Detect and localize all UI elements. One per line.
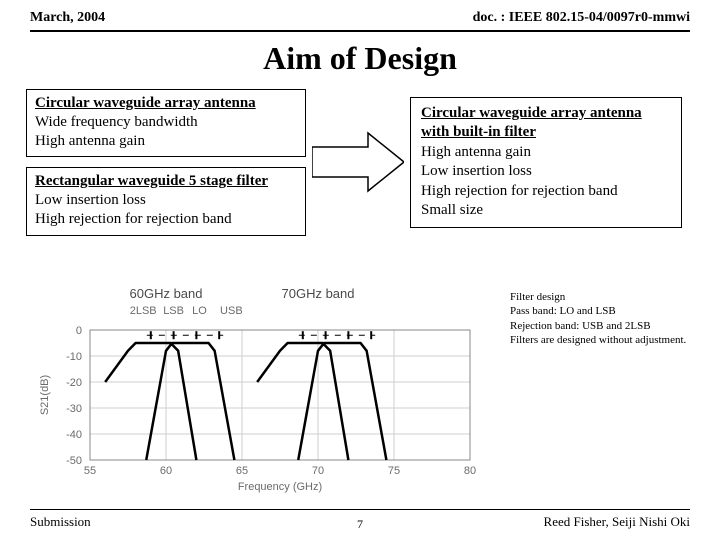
svg-text:-20: -20 (66, 377, 82, 389)
svg-text:75: 75 (388, 465, 400, 477)
svg-text:2LSB: 2LSB (130, 305, 157, 317)
header-date: March, 2004 (30, 10, 105, 26)
box-antenna-heading: Circular waveguide array antenna (35, 94, 297, 113)
svg-text:-30: -30 (66, 403, 82, 415)
svg-text:60GHz band: 60GHz band (130, 286, 203, 301)
box-combined-line1: High antenna gain (421, 143, 671, 163)
footer-right: Reed Fisher, Seiji Nishi Oki (544, 514, 690, 530)
svg-text:55: 55 (84, 465, 96, 477)
svg-text:0: 0 (76, 325, 82, 337)
svg-text:60: 60 (160, 465, 172, 477)
svg-text:-50: -50 (66, 455, 82, 467)
svg-text:65: 65 (236, 465, 248, 477)
box-combined-line3: High rejection for rejection band (421, 182, 671, 202)
svg-text:LSB: LSB (163, 305, 184, 317)
svg-text:-40: -40 (66, 429, 82, 441)
svg-text:LO: LO (192, 305, 207, 317)
svg-text:Frequency (GHz): Frequency (GHz) (238, 481, 322, 493)
svg-text:70GHz band: 70GHz band (282, 286, 355, 301)
box-antenna-line2: High antenna gain (35, 132, 297, 151)
box-combined-heading: Circular waveguide array antenna with bu… (421, 104, 671, 143)
box-filter-line2: High rejection for rejection band (35, 210, 297, 229)
page-number: 7 (357, 517, 363, 532)
page-title: Aim of Design (0, 40, 720, 77)
left-column: Circular waveguide array antenna Wide fr… (26, 89, 306, 236)
box-combined-line2: Low insertion loss (421, 162, 671, 182)
chart: 0 -10 -20 -30 -40 -5055 60 65 70 75 80 S21(dB) Frequ… (30, 280, 690, 490)
header-rule (30, 30, 690, 32)
svg-text:70: 70 (312, 465, 324, 477)
box-antenna-line1: Wide frequency bandwidth (35, 113, 297, 132)
arrow-icon (312, 133, 404, 191)
content-row: Circular waveguide array antenna Wide fr… (0, 89, 720, 236)
arrow (312, 127, 404, 197)
svg-text:80: 80 (464, 465, 476, 477)
box-combined-line4: Small size (421, 201, 671, 221)
footer-rule (30, 509, 690, 510)
box-combined: Circular waveguide array antenna with bu… (410, 97, 682, 228)
svg-text:USB: USB (220, 305, 243, 317)
footer-left: Submission (30, 514, 91, 530)
box-filter-line1: Low insertion loss (35, 191, 297, 210)
header-doc: doc. : IEEE 802.15-04/0097r0-mmwi (473, 10, 690, 26)
svg-text:-10: -10 (66, 351, 82, 363)
box-filter: Rectangular waveguide 5 stage filter Low… (26, 167, 306, 235)
box-antenna: Circular waveguide array antenna Wide fr… (26, 89, 306, 157)
box-filter-heading: Rectangular waveguide 5 stage filter (35, 172, 297, 191)
chart-svg: 0 -10 -20 -30 -40 -5055 60 65 70 75 80 S21(dB) Frequ… (30, 280, 500, 495)
svg-text:S21(dB): S21(dB) (39, 375, 51, 415)
